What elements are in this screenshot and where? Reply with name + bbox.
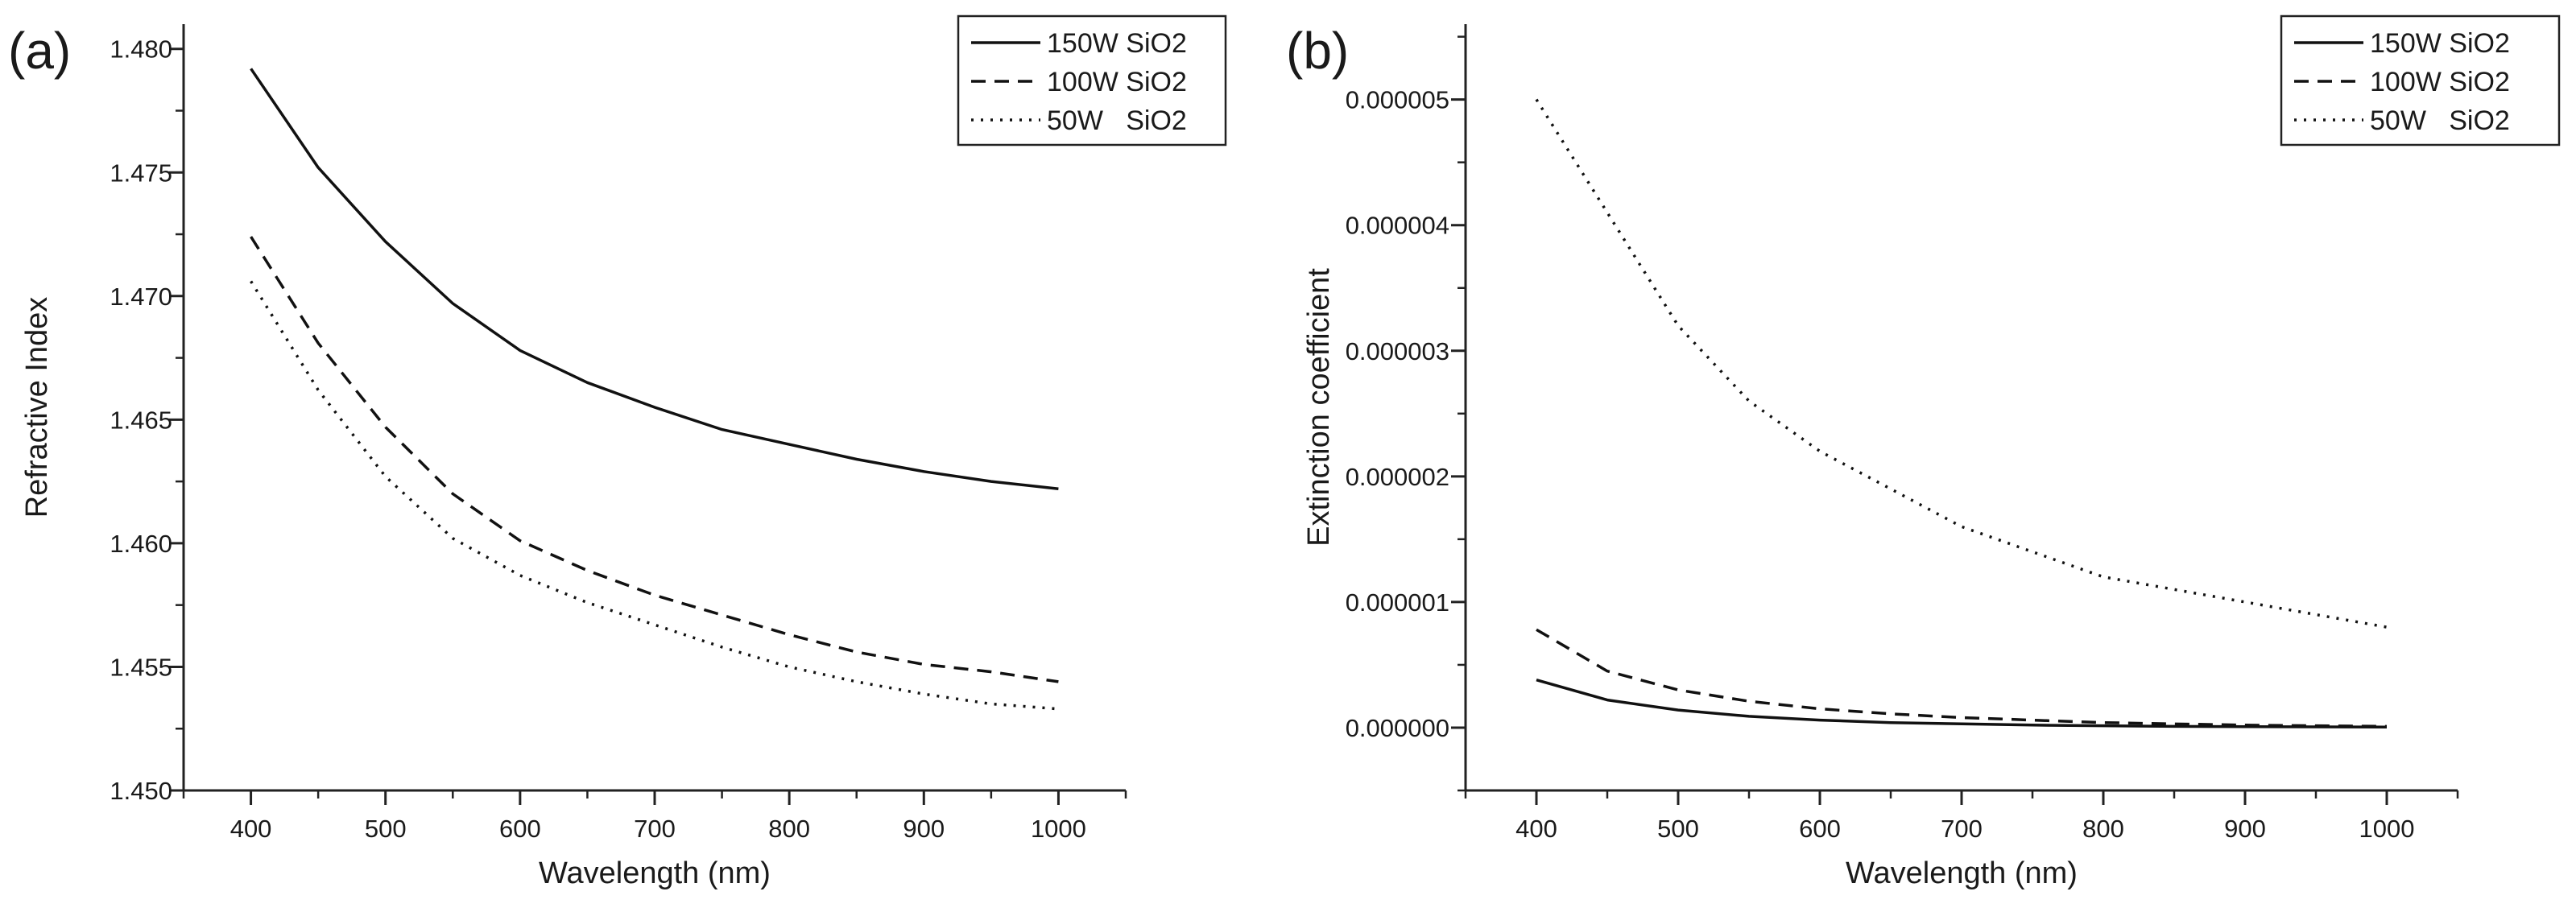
y-tick-label: 1.480 [110, 35, 172, 64]
x-tick-label: 1000 [2359, 815, 2415, 843]
x-tick-label: 800 [2082, 815, 2124, 843]
series-line-solid [250, 68, 1059, 491]
y-tick-label: 0.000001 [1346, 588, 1449, 617]
y-tick-label: 1.450 [110, 777, 172, 805]
x-tick-label: 900 [903, 815, 945, 843]
legend-label: 50W SiO2 [1047, 105, 1187, 136]
y-axis-title: Refractive Index [20, 297, 54, 518]
x-tick-label: 500 [1657, 815, 1699, 843]
y-tick-label: 0.000005 [1346, 86, 1449, 114]
x-tick-label: 600 [1799, 815, 1841, 843]
x-axis-title: Wavelength (nm) [539, 856, 771, 890]
y-tick-label: 0.000004 [1346, 212, 1449, 240]
legend-label: 150W SiO2 [2370, 28, 2510, 59]
series-line-dashed [1536, 628, 2388, 728]
x-tick-label: 500 [365, 815, 407, 843]
legend-label: 50W SiO2 [2370, 105, 2510, 136]
y-tick-label: 1.475 [110, 159, 172, 187]
x-axis-title: Wavelength (nm) [1846, 856, 2078, 890]
legend: 150W SiO2 100W SiO2 50W SiO2 [2280, 14, 2561, 146]
y-tick-label: 0.000003 [1346, 337, 1449, 365]
y-tick-label: 1.460 [110, 530, 172, 558]
series-line-dotted [250, 280, 1059, 711]
x-tick-label: 400 [230, 815, 272, 843]
y-tick-label: 1.465 [110, 406, 172, 434]
chart-panel-a: (a) 400 500 600 700 800 900 1000 1.450 1.455 1.460… [8, 14, 1227, 890]
chart-panel-b: (b) 400 500 600 700 800 900 1000 0.000000 0.00000… [1286, 14, 2561, 890]
x-tick-label: 700 [1941, 815, 1983, 843]
series-line-dashed [250, 236, 1059, 683]
panel-label: (a) [8, 22, 71, 80]
series-line-dotted [1535, 98, 2388, 629]
x-tick-label: 600 [499, 815, 541, 843]
legend: 150W SiO2 100W SiO2 50W SiO2 [957, 14, 1227, 146]
x-tick-label: 1000 [1031, 815, 1086, 843]
legend-label: 150W SiO2 [1047, 28, 1187, 59]
y-axis-title: Extinction coefficient [1302, 268, 1336, 547]
legend-label: 100W SiO2 [2370, 67, 2510, 97]
y-tick-label: 0.000000 [1346, 714, 1449, 742]
x-tick-label: 400 [1515, 815, 1557, 843]
x-tick-label: 900 [2224, 815, 2266, 843]
series-line-solid [1536, 679, 2388, 728]
y-tick-label: 1.455 [110, 653, 172, 681]
x-tick-label: 700 [634, 815, 676, 843]
x-tick-label: 800 [768, 815, 810, 843]
y-tick-label: 0.000002 [1346, 463, 1449, 491]
legend-label: 100W SiO2 [1047, 67, 1187, 97]
y-tick-label: 1.470 [110, 283, 172, 311]
panel-label: (b) [1286, 22, 1349, 80]
